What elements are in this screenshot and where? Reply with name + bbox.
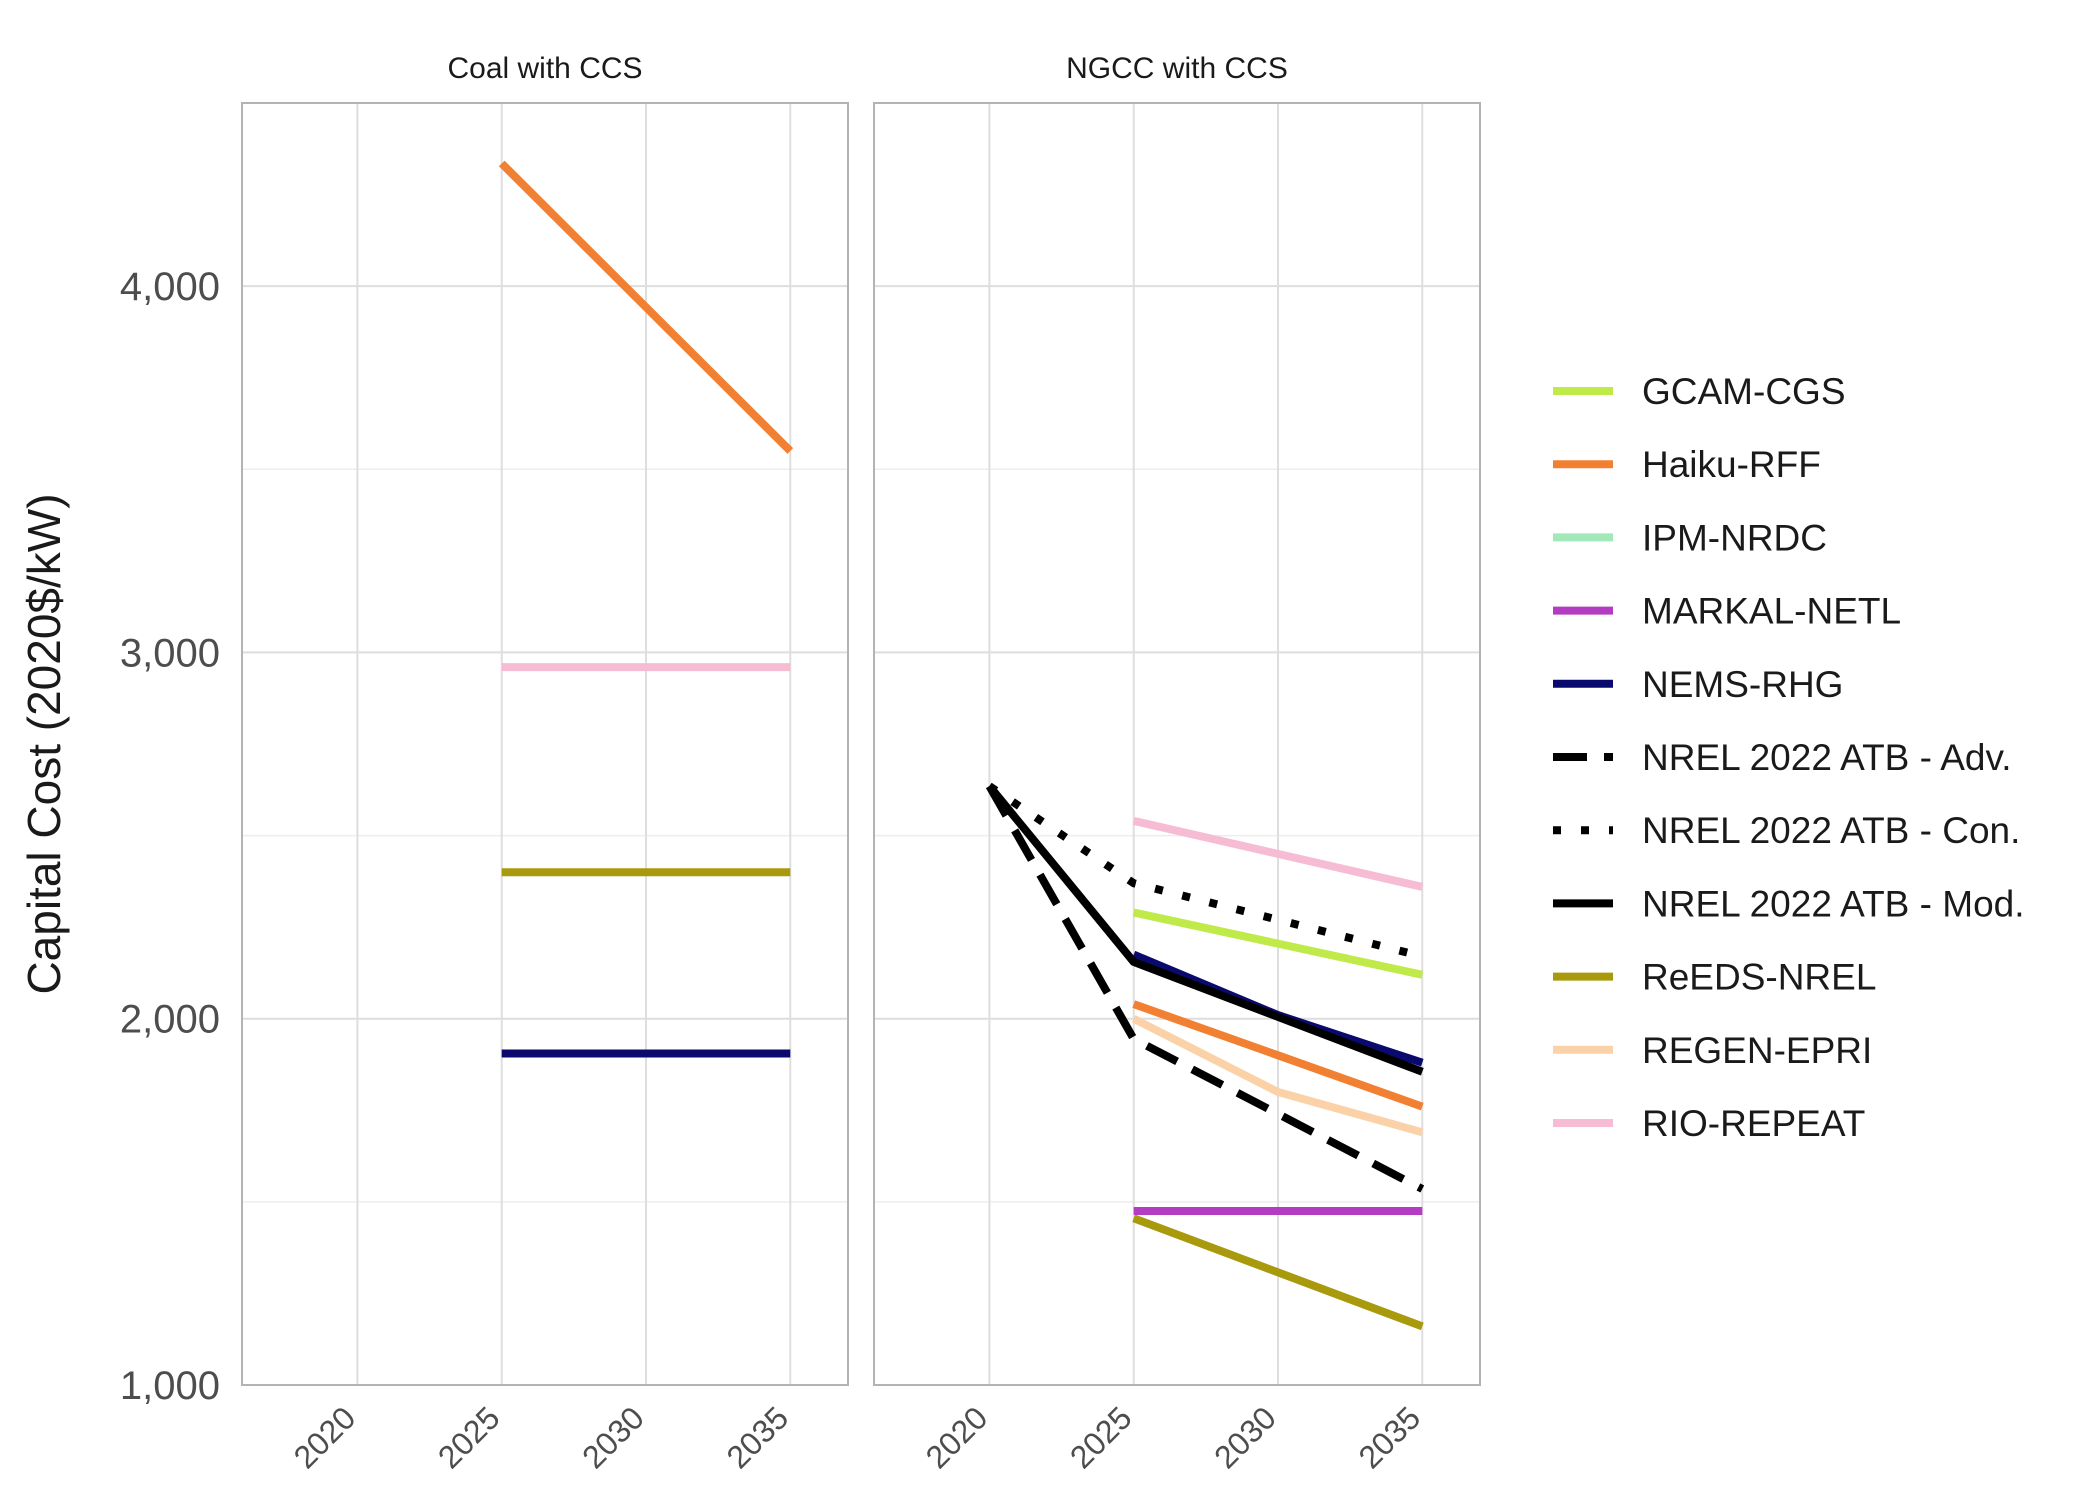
y-axis-label: Capital Cost (2020$/kW) [18,493,70,994]
legend-label: NEMS-RHG [1642,664,1843,705]
y-tick-label: 4,000 [120,265,220,309]
legend: GCAM-CGS Haiku-RFF IPM-NRDC MARKAL-NETL NEMS… [1553,371,2025,1144]
legend-label: NREL 2022 ATB - Con. [1642,810,2020,851]
series-line-regen-epri [1131,1015,1424,1137]
legend-item: GCAM-CGS [1553,371,1846,412]
legend-item: ReEDS-NREL [1553,957,1876,998]
panel-ngcc-ccs: NGCC with CCS 2020 2025 2030 2035 [873,52,1481,1475]
legend-item: RIO-REPEAT [1553,1103,1865,1144]
x-tick-label: 2020 [287,1399,363,1475]
legend-label: ReEDS-NREL [1642,957,1876,998]
legend-item: NREL 2022 ATB - Con. [1553,810,2020,851]
y-tick-label: 2,000 [120,998,220,1042]
legend-item: NEMS-RHG [1553,664,1843,705]
legend-item: NREL 2022 ATB - Mod. [1553,883,2025,924]
x-tick-label: 2025 [431,1399,507,1475]
series-line-nrel-2022-atb-con [987,782,1424,961]
legend-item: MARKAL-NETL [1553,591,1901,632]
legend-label: IPM-NRDC [1642,517,1827,558]
x-tick-label: 2035 [719,1399,795,1475]
legend-item: NREL 2022 ATB - Adv. [1553,737,2012,778]
series-line-nrel-2022-atb-adv [985,784,1425,1193]
legend-item: Haiku-RFF [1553,444,1821,485]
legend-label: NREL 2022 ATB - Adv. [1642,737,2012,778]
legend-item: REGEN-EPRI [1553,1030,1872,1071]
panel-border [241,102,849,1386]
series-line-rio-repeat [1132,817,1424,891]
legend-label: MARKAL-NETL [1642,591,1901,632]
facet-title: Coal with CCS [447,52,642,85]
legend-item: IPM-NRDC [1553,517,1827,558]
panel-border [873,102,1481,1386]
series-line-haiku-rff [1132,1000,1424,1111]
series-line-gcam-cgs [1132,908,1424,979]
legend-label: REGEN-EPRI [1642,1030,1872,1071]
series-line-reeds-nrel [1132,1214,1424,1331]
legend-label: RIO-REPEAT [1642,1103,1865,1144]
y-tick-label: 1,000 [120,1364,220,1408]
panel-coal-ccs: Coal with CCS 2020 2025 2030 2035 [241,52,849,1475]
legend-label: Haiku-RFF [1642,444,1821,485]
x-tick-label: 2020 [919,1399,995,1475]
y-tick-label: 3,000 [120,631,220,675]
x-tick-label: 2030 [575,1399,651,1475]
x-tick-label: 2035 [1351,1399,1427,1475]
legend-label: GCAM-CGS [1642,371,1846,412]
facet-title: NGCC with CCS [1066,52,1288,85]
series-line-haiku-rff [498,160,794,454]
x-tick-label: 2030 [1207,1399,1283,1475]
series-line-nrel-2022-atb-mod [986,783,1424,1076]
legend-label: NREL 2022 ATB - Mod. [1642,883,2025,924]
x-tick-label: 2025 [1063,1399,1139,1475]
